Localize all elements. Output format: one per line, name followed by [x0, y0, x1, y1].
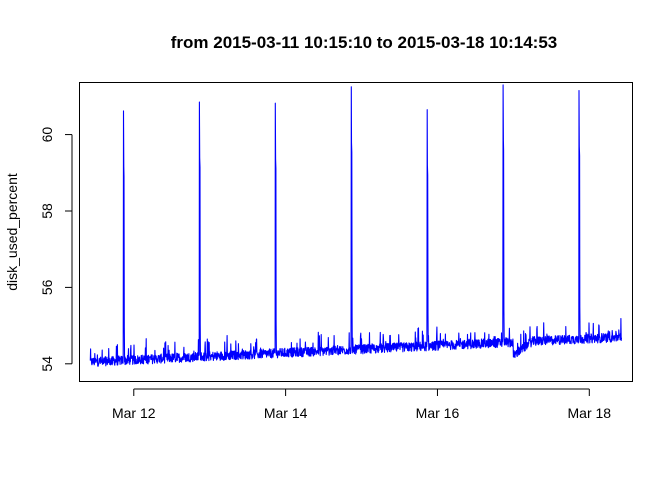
series-line: [89, 84, 623, 367]
chart-title: from 2015-03-11 10:15:10 to 2015-03-18 1…: [171, 33, 558, 52]
y-axis-label: disk_used_percent: [4, 173, 20, 291]
y-tick-label: 58: [39, 203, 55, 219]
plot-area-frame: [79, 82, 633, 382]
y-axis: 54 56 58 60: [39, 127, 73, 372]
x-tick-label: Mar 16: [416, 405, 460, 421]
y-tick-label: 56: [39, 279, 55, 295]
x-tick-label: Mar 18: [568, 405, 612, 421]
x-tick-label: Mar 12: [112, 405, 156, 421]
x-tick-label: Mar 14: [264, 405, 308, 421]
x-axis: Mar 12 Mar 14 Mar 16 Mar 18: [112, 388, 612, 421]
y-tick-label: 54: [39, 356, 55, 372]
series-group: [89, 84, 623, 367]
y-tick-label: 60: [39, 127, 55, 143]
